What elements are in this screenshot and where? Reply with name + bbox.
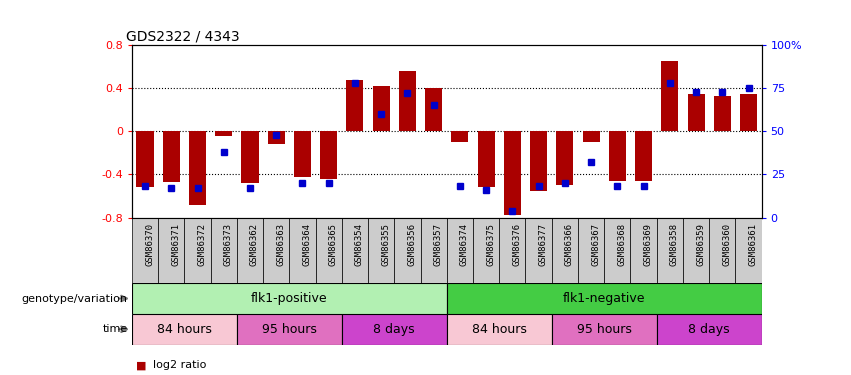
Text: GSM86354: GSM86354 <box>355 223 364 266</box>
Bar <box>500 217 525 283</box>
Bar <box>526 217 551 283</box>
Text: GSM86376: GSM86376 <box>512 223 522 266</box>
Text: GSM86357: GSM86357 <box>434 223 443 266</box>
Text: log2 ratio: log2 ratio <box>153 360 207 370</box>
Text: GSM86361: GSM86361 <box>749 223 757 266</box>
Text: 95 hours: 95 hours <box>262 323 317 336</box>
Bar <box>473 217 500 283</box>
Bar <box>373 86 390 131</box>
Bar <box>237 217 263 283</box>
Bar <box>635 131 652 181</box>
Bar <box>215 131 232 136</box>
Bar <box>661 61 678 131</box>
Bar <box>211 217 237 283</box>
Bar <box>263 217 289 283</box>
Bar <box>447 283 762 314</box>
Bar <box>557 131 574 185</box>
Text: GSM86358: GSM86358 <box>670 223 679 266</box>
Bar <box>316 217 342 283</box>
Text: 84 hours: 84 hours <box>157 323 212 336</box>
Bar <box>394 217 420 283</box>
Bar <box>346 80 363 131</box>
Bar <box>735 217 762 283</box>
Bar <box>426 88 443 131</box>
Text: GDS2322 / 4343: GDS2322 / 4343 <box>126 30 239 44</box>
Bar <box>608 131 625 181</box>
Bar <box>163 131 180 182</box>
Bar <box>709 217 735 283</box>
Text: genotype/variation: genotype/variation <box>21 294 128 303</box>
Bar <box>136 131 153 188</box>
Bar <box>368 217 394 283</box>
Text: GSM86373: GSM86373 <box>224 223 232 266</box>
Bar <box>132 217 158 283</box>
Bar <box>189 131 206 205</box>
Text: 8 days: 8 days <box>374 323 415 336</box>
Bar <box>683 217 709 283</box>
Bar <box>132 314 237 345</box>
Bar <box>447 217 473 283</box>
Text: GSM86362: GSM86362 <box>250 223 259 266</box>
Bar <box>242 131 259 183</box>
Bar <box>342 314 447 345</box>
Bar <box>504 131 521 215</box>
Bar <box>342 217 368 283</box>
Bar <box>631 217 657 283</box>
Text: 95 hours: 95 hours <box>577 323 631 336</box>
Text: GSM86369: GSM86369 <box>643 223 653 266</box>
Bar <box>530 131 547 190</box>
Text: GSM86370: GSM86370 <box>145 223 154 266</box>
Text: ■: ■ <box>136 360 146 370</box>
Text: GSM86356: GSM86356 <box>408 223 416 266</box>
Bar <box>477 131 494 188</box>
Text: GSM86359: GSM86359 <box>696 223 705 266</box>
Bar <box>551 314 657 345</box>
Bar <box>551 217 578 283</box>
Text: GSM86377: GSM86377 <box>539 223 547 266</box>
Bar <box>420 217 447 283</box>
Bar <box>657 314 762 345</box>
Bar <box>447 314 551 345</box>
Text: 8 days: 8 days <box>688 323 730 336</box>
Text: GSM86363: GSM86363 <box>277 223 285 266</box>
Bar <box>294 131 311 177</box>
Text: time: time <box>102 324 128 334</box>
Text: flk1-positive: flk1-positive <box>251 292 328 305</box>
Text: GSM86368: GSM86368 <box>617 223 626 266</box>
Bar <box>688 93 705 131</box>
Bar <box>399 71 416 131</box>
Text: GSM86367: GSM86367 <box>591 223 600 266</box>
Text: 84 hours: 84 hours <box>471 323 527 336</box>
Bar <box>158 217 185 283</box>
Bar <box>132 283 447 314</box>
Text: GSM86372: GSM86372 <box>197 223 207 266</box>
Bar <box>237 314 342 345</box>
Text: GSM86371: GSM86371 <box>171 223 180 266</box>
Bar <box>578 217 604 283</box>
Text: GSM86355: GSM86355 <box>381 223 390 266</box>
Bar <box>268 131 285 144</box>
Text: GSM86366: GSM86366 <box>565 223 574 266</box>
Bar <box>185 217 211 283</box>
Text: GSM86365: GSM86365 <box>328 223 338 266</box>
Bar <box>604 217 631 283</box>
Text: GSM86360: GSM86360 <box>722 223 731 266</box>
Bar <box>289 217 316 283</box>
Text: flk1-negative: flk1-negative <box>563 292 645 305</box>
Bar <box>657 217 683 283</box>
Text: GSM86375: GSM86375 <box>486 223 495 266</box>
Text: GSM86364: GSM86364 <box>302 223 311 266</box>
Bar <box>451 131 468 142</box>
Bar <box>583 131 600 142</box>
Bar <box>714 96 731 131</box>
Bar <box>740 93 757 131</box>
Text: GSM86374: GSM86374 <box>460 223 469 266</box>
Bar <box>320 131 337 179</box>
